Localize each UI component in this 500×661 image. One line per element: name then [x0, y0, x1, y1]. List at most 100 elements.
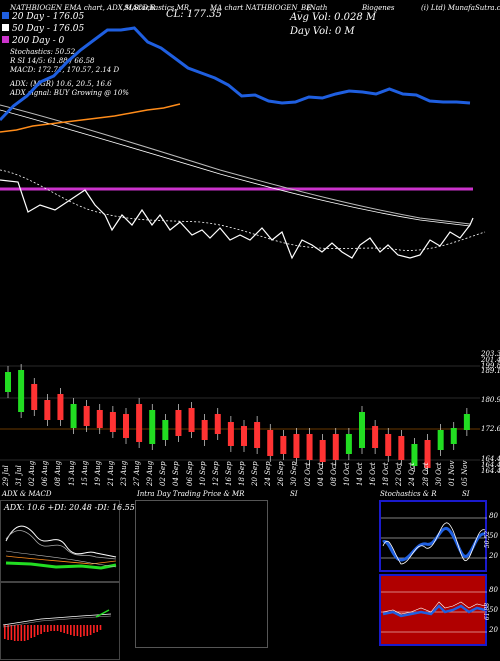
candle-body — [123, 414, 129, 438]
candle-body — [267, 430, 274, 456]
candle-body — [254, 422, 261, 448]
date-label: 10 Sep — [198, 461, 207, 486]
candle-body — [201, 420, 208, 440]
macd-histogram-bar — [93, 625, 95, 633]
candle-body — [136, 404, 143, 442]
candle-body — [214, 414, 221, 434]
candle-body — [359, 412, 365, 448]
candle-body — [18, 370, 25, 412]
date-label: 21 Aug — [106, 460, 115, 486]
price-label-5: 180.9 — [481, 396, 500, 404]
candle-body — [385, 434, 392, 456]
macd-histogram-bar — [37, 625, 39, 635]
macd-histogram-bar — [30, 625, 32, 638]
macd-histogram-bar — [27, 625, 29, 640]
price-label-8: 164.45 — [481, 461, 500, 469]
candle-body — [424, 440, 431, 468]
stoch-panel-title: Stochastics & R — [380, 490, 437, 498]
intra-panel-si: SI — [290, 490, 298, 498]
candle-body — [450, 428, 457, 444]
ema50-line — [0, 103, 181, 133]
price-label-4: 189.12 — [481, 367, 500, 375]
date-label: 05 Nov — [460, 460, 469, 486]
adx-panel-title: ADX & MACD — [2, 490, 52, 498]
header-title-f: Biogenes — [362, 4, 395, 12]
date-label: 28 Oct — [421, 462, 430, 486]
macd-histogram-bar — [56, 625, 59, 631]
macd-histogram-bar — [83, 625, 85, 636]
ema50-label: 50 Day - 176.05 — [12, 24, 85, 34]
date-label: 16 Oct — [369, 462, 378, 486]
macd-histogram-bar — [73, 625, 75, 636]
candle-body — [162, 420, 169, 440]
candle-body — [109, 412, 116, 432]
upper-white-line — [0, 109, 471, 227]
date-label: 22 Oct — [395, 462, 404, 486]
macd-histogram-bar — [13, 625, 16, 641]
macd-histogram-bar — [60, 625, 62, 632]
date-label: 29 Aug — [146, 460, 155, 486]
intraday-panel — [135, 500, 268, 648]
stoch-label-80: 80 — [489, 512, 498, 520]
candle-body — [332, 434, 339, 460]
adx-panel: ADX: 10.6 +DI: 20.48 -DI: 16.55 — [0, 500, 135, 582]
date-label: 19 Aug — [93, 460, 102, 486]
date-label: 23 Aug — [120, 460, 128, 486]
macd-panel — [0, 582, 120, 660]
macd-histogram-bar — [40, 625, 42, 634]
date-label: 08 Aug — [54, 460, 63, 486]
macd-histogram-bar — [4, 625, 6, 639]
macd-histogram-bar — [10, 625, 13, 640]
date-label: 24 Sep — [264, 461, 273, 486]
adx-signal-readout: ADX signal: BUY Growing @ 10% — [10, 89, 129, 97]
date-label: 04 Sep — [172, 461, 181, 486]
rsi-label-50: 50 — [489, 606, 498, 614]
candle-body — [437, 430, 444, 450]
candle-body — [70, 404, 77, 428]
day-volume: Day Vol: 0 M — [290, 26, 355, 37]
candle-chart — [0, 364, 480, 474]
header-title-b: SI,Stochastics,MR — [124, 4, 190, 12]
macd-histogram-bar — [43, 625, 46, 632]
stoch-panel-si: SI — [462, 490, 470, 498]
ema20-swatch — [2, 12, 9, 19]
macd-histogram-bar — [46, 625, 49, 632]
date-label: 18 Sep — [238, 461, 246, 486]
date-label: 29 Jul — [2, 465, 10, 486]
avg-volume: Avg Vol: 0.028 M — [290, 12, 377, 23]
candle-body — [345, 434, 352, 454]
ema-chart — [0, 26, 486, 260]
intra-panel-title: Intra Day Trading Price & MR — [137, 490, 245, 498]
date-label: 02 Sep — [159, 461, 168, 486]
candle-body — [83, 406, 90, 426]
candle-body — [293, 434, 300, 458]
macd-histogram-bar — [7, 625, 9, 640]
header-title-a: NATHBIOGEN EMA chart, ADX,MACD,R — [10, 4, 156, 12]
date-label: 10 Oct — [342, 462, 351, 486]
candle-body — [175, 410, 182, 436]
price-label-3: 199.81 — [481, 362, 500, 370]
date-label: 20 Sep — [251, 461, 260, 486]
macd-histogram-bar — [79, 625, 82, 637]
ema200-swatch — [2, 36, 9, 43]
price-line — [0, 179, 474, 260]
ema200-label: 200 Day - 0 — [12, 36, 65, 46]
candle-body — [5, 372, 11, 392]
date-label: 01 Nov — [447, 460, 456, 486]
stoch-value: 50.52 — [484, 530, 492, 549]
date-label: 24 Oct — [408, 462, 417, 486]
date-label: 12 Sep — [211, 461, 220, 486]
rsi-readout: R SI 14/5: 61.88 / 66.58 — [10, 57, 95, 65]
header-title-d: MA chart NATHBIOGEN_BE — [210, 4, 312, 12]
upper-gray-line — [0, 104, 471, 225]
candle-body — [44, 400, 51, 420]
date-label: 30 Oct — [434, 462, 443, 486]
date-label: 16 Sep — [224, 461, 233, 486]
date-label: 26 Sep — [277, 461, 286, 486]
candle-body — [306, 434, 313, 460]
price-label-2: 201.48 — [481, 356, 500, 364]
stoch-label-20: 20 — [489, 552, 498, 560]
rsi-label-20: 20 — [489, 626, 498, 634]
price-label-1: 203.3 — [481, 350, 500, 358]
candle-body — [372, 426, 379, 448]
